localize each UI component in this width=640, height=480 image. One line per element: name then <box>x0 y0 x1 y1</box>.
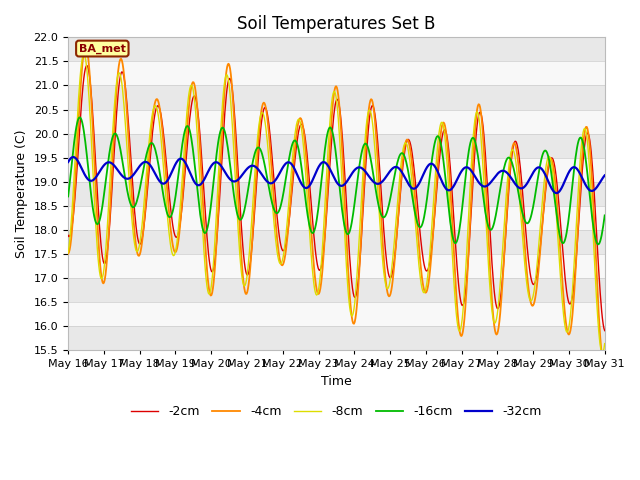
-8cm <box>403 140 410 146</box>
Line: -2cm: -2cm <box>68 65 605 331</box>
Bar <box>68 85 605 109</box>
-4cm <box>130 221 138 227</box>
-16cm <box>130 204 138 210</box>
-16cm <box>213 151 221 156</box>
-4cm <box>81 43 89 49</box>
-16cm <box>403 159 410 165</box>
-4cm <box>601 361 609 367</box>
Bar <box>68 61 605 85</box>
-8cm <box>601 341 609 347</box>
-8cm <box>184 96 192 101</box>
-2cm <box>130 199 138 204</box>
-32cm <box>75 159 83 165</box>
Bar <box>68 230 605 254</box>
-4cm <box>403 138 410 144</box>
Bar <box>68 326 605 350</box>
-32cm <box>70 154 77 160</box>
-4cm <box>184 110 192 116</box>
Line: -32cm: -32cm <box>68 157 605 193</box>
Line: -8cm: -8cm <box>68 54 605 353</box>
-2cm <box>213 239 221 245</box>
-16cm <box>594 241 602 247</box>
-4cm <box>418 274 426 280</box>
-2cm <box>83 62 91 68</box>
-16cm <box>76 115 84 120</box>
X-axis label: Time: Time <box>321 375 352 388</box>
Line: -4cm: -4cm <box>68 46 605 364</box>
-2cm <box>601 328 609 334</box>
-2cm <box>74 153 82 159</box>
Bar <box>68 278 605 302</box>
-32cm <box>64 159 72 165</box>
-4cm <box>600 361 608 367</box>
-32cm <box>601 172 609 178</box>
-16cm <box>184 124 192 130</box>
-2cm <box>403 141 410 146</box>
-16cm <box>601 213 609 218</box>
-32cm <box>130 171 138 177</box>
Legend: -2cm, -4cm, -8cm, -16cm, -32cm: -2cm, -4cm, -8cm, -16cm, -32cm <box>126 400 547 423</box>
-2cm <box>418 247 426 252</box>
-8cm <box>74 107 82 112</box>
Text: BA_met: BA_met <box>79 43 125 54</box>
-4cm <box>64 251 72 256</box>
Bar <box>68 109 605 133</box>
Bar <box>68 158 605 182</box>
Line: -16cm: -16cm <box>68 118 605 244</box>
-32cm <box>184 166 192 172</box>
Bar <box>68 182 605 206</box>
-8cm <box>80 51 88 57</box>
-32cm <box>552 190 560 196</box>
-8cm <box>213 206 221 212</box>
-16cm <box>64 193 72 199</box>
-4cm <box>213 238 221 243</box>
Bar <box>68 37 605 61</box>
-16cm <box>74 118 82 123</box>
Bar <box>68 302 605 326</box>
-8cm <box>598 350 606 356</box>
-2cm <box>184 131 192 136</box>
-16cm <box>418 222 426 228</box>
-32cm <box>418 175 426 180</box>
Bar <box>68 254 605 278</box>
-8cm <box>418 285 426 290</box>
-8cm <box>130 236 138 241</box>
Bar <box>68 133 605 158</box>
Title: Soil Temperatures Set B: Soil Temperatures Set B <box>237 15 436 33</box>
-32cm <box>403 177 410 183</box>
-8cm <box>64 250 72 256</box>
Bar <box>68 206 605 230</box>
-2cm <box>64 232 72 238</box>
-4cm <box>74 132 82 137</box>
-32cm <box>213 159 221 165</box>
Y-axis label: Soil Temperature (C): Soil Temperature (C) <box>15 130 28 258</box>
